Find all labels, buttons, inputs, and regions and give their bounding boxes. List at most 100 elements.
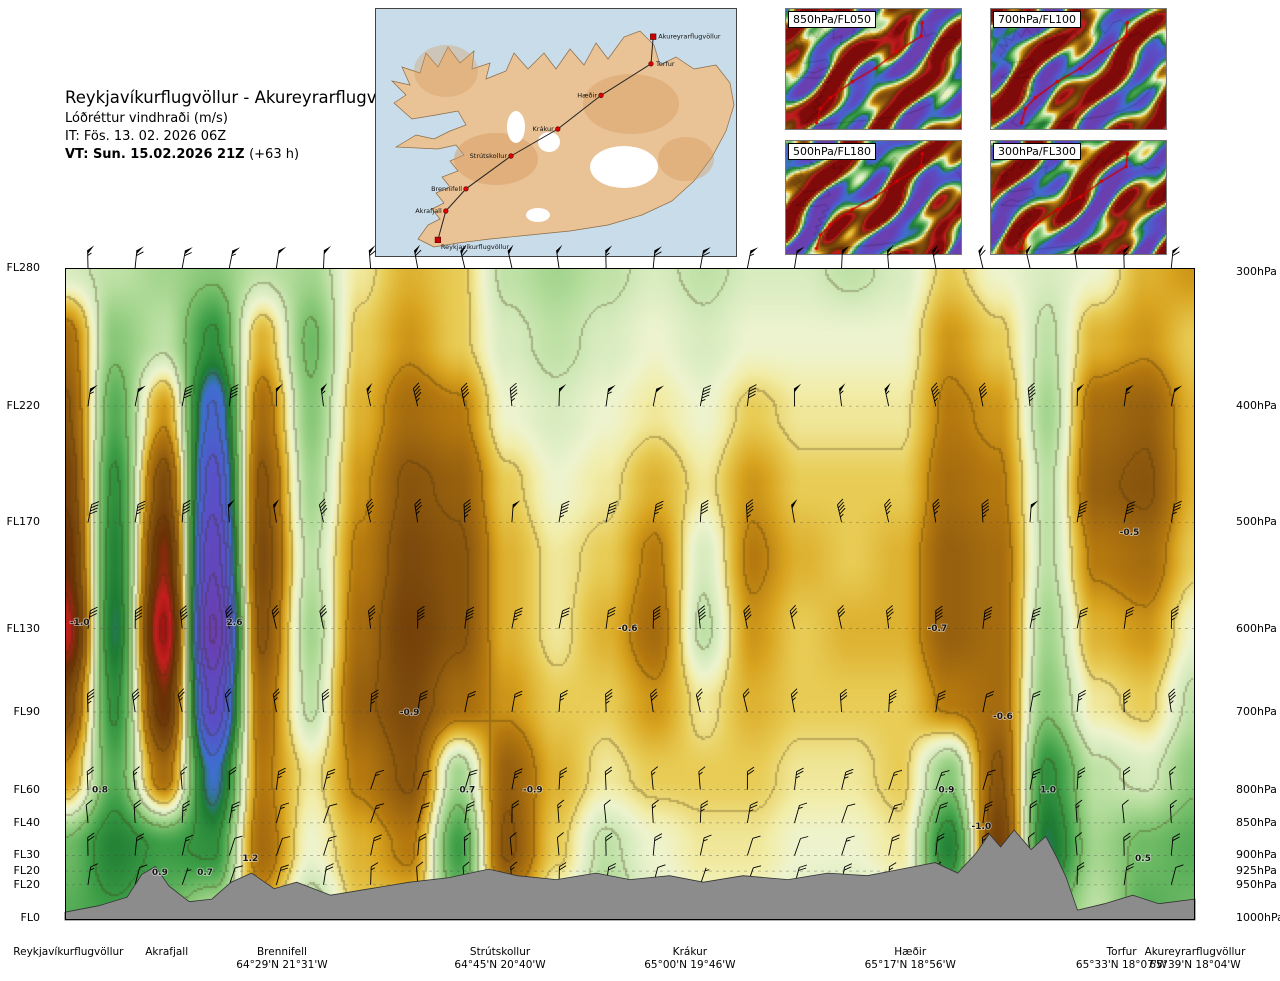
station-label: Reykjavíkurflugvöllur: [13, 946, 123, 959]
pressure-label: 900hPa: [1236, 848, 1277, 862]
flight-level-label: FL280: [6, 261, 40, 274]
map-panel-700hpa-canvas: [991, 9, 1166, 129]
map-panel-500hpa: 500hPa/FL180: [785, 140, 962, 255]
flight-level-label: FL220: [6, 399, 40, 413]
terrain-profile: [64, 829, 1196, 921]
station-name: Torfur: [1106, 946, 1137, 958]
flight-level-label: FL60: [13, 782, 40, 796]
contour-label: -0.9: [523, 786, 543, 796]
station-name: Akrafjall: [145, 946, 189, 958]
flight-level-label: FL90: [13, 705, 40, 718]
contour-label: -0.5: [1120, 528, 1140, 538]
pressure-gridlines: [65, 405, 1195, 886]
route-waypoint-marker: [443, 208, 449, 214]
contour-label: 0.8: [92, 786, 108, 796]
waypoint-label: Brennifell: [431, 185, 462, 193]
pressure-label: 925hPa: [1236, 864, 1277, 878]
page-subtitle: Lóðréttur vindhraði (m/s): [65, 111, 228, 126]
cross-section-overlay: -1.0 2.6 -0.6 -0.7 -0.5 -0.9 -0.6 0.8 0.7 -0.9 0.9…: [64, 244, 1196, 921]
waypoint-label: Strútskollur: [470, 152, 508, 160]
contour-label: -0.7: [928, 624, 948, 634]
title-block: Reykjavíkurflugvöllur - Akureyrarflugvöl…: [65, 88, 413, 162]
flight-level-label: FL170: [6, 515, 40, 529]
station-coords: 65°39'N 18°04'W: [1149, 959, 1241, 971]
pressure-label: 300hPa: [1236, 264, 1277, 278]
station-name: Krákur: [672, 946, 708, 958]
station-label: Akrafjall: [145, 946, 188, 959]
waypoint-label: Torfur: [655, 60, 675, 68]
station-coords: 65°33'N 18°07'W: [1075, 959, 1168, 971]
route-endpoint-marker: [650, 33, 657, 40]
flight-level-label: FL30: [13, 848, 40, 862]
pressure-label: 400hPa: [1236, 399, 1277, 413]
station-name: Akureyrarflugvöllur: [1144, 946, 1246, 958]
waypoint-label: Krákur: [533, 125, 555, 133]
route-overview-map: Reykjavíkurflugvöllur Akrafjall Brennifell…: [375, 8, 737, 257]
contour-label: -0.6: [618, 624, 638, 634]
station-label: Krákur 65°00'N 19°46'W: [644, 946, 735, 972]
map-panel-700hpa: 700hPa/FL100: [990, 8, 1167, 130]
station-label: Akureyrarflugvöllur 65°39'N 18°04'W: [1145, 946, 1246, 972]
flight-level-label: FL40: [13, 815, 40, 829]
contour-label: 1.2: [242, 854, 258, 864]
map-panel-300hpa: 300hPa/FL300: [990, 140, 1167, 255]
map-panel-850hpa-canvas: [786, 9, 961, 129]
map-panel-850hpa: 850hPa/FL050: [785, 8, 962, 130]
contour-label: -0.9: [400, 708, 420, 718]
pressure-label: 600hPa: [1236, 621, 1277, 635]
station-name: Brennifell: [256, 946, 307, 958]
route-waypoint-marker: [463, 186, 469, 192]
route-waypoint-marker: [648, 61, 654, 67]
station-label: Hæðir 65°17'N 18°56'W: [865, 946, 956, 972]
waypoint-label: Hæðir: [577, 91, 597, 99]
waypoint-label: Akureyrarflugvöllur: [658, 33, 721, 41]
station-name: Strútskollur: [469, 946, 531, 958]
route-line: [437, 36, 654, 241]
iceland-map: Reykjavíkurflugvöllur Akrafjall Brennifell…: [376, 9, 736, 256]
pressure-label: 800hPa: [1236, 782, 1277, 796]
contour-label: 0.7: [197, 868, 213, 878]
route-waypoint-marker: [508, 153, 514, 159]
glaciers: [507, 111, 658, 222]
station-coords: 64°45'N 20°40'W: [454, 959, 546, 971]
route-endpoint-marker: [434, 236, 441, 244]
valid-time: VT: Sun. 15.02.2026 21Z (+63 h): [65, 147, 413, 162]
panel-label-700: 700hPa/FL100: [993, 11, 1082, 28]
contour-label: -0.6: [993, 712, 1013, 722]
flight-level-label: FL0: [20, 911, 40, 925]
waypoint-label: Akrafjall: [415, 207, 442, 215]
panel-label-300: 300hPa/FL300: [993, 143, 1082, 160]
contour-label: 0.7: [459, 786, 475, 796]
panel-label-500: 500hPa/FL180: [788, 143, 877, 160]
chart-border: [65, 268, 1195, 920]
init-time: IT: Fös. 13. 02. 2026 06Z: [65, 129, 227, 144]
pressure-label: 950hPa: [1236, 877, 1277, 891]
waypoint-label: Reykjavíkurflugvöllur: [441, 243, 510, 251]
flight-level-label: FL20: [13, 864, 40, 878]
contour-label: 0.9: [152, 868, 168, 878]
valid-time-text: VT: Sun. 15.02.2026 21Z: [65, 147, 245, 162]
route-waypoint-marker: [598, 92, 604, 98]
station-coords: 64°29'N 21°31'W: [236, 959, 328, 971]
station-label: Torfur 65°33'N 18°07'W: [1076, 946, 1167, 972]
route-waypoint-marker: [555, 126, 561, 132]
station-label: Brennifell 64°29'N 21°31'W: [236, 946, 327, 972]
iceland-landmass: [390, 30, 735, 248]
contour-label: 1.0: [1040, 786, 1056, 796]
contour-label: -1.0: [972, 822, 992, 832]
valid-offset-text: (+63 h): [249, 147, 300, 162]
flight-level-label: FL130: [6, 621, 40, 635]
page-title: Reykjavíkurflugvöllur - Akureyrarflugvöl…: [65, 88, 413, 107]
contour-labels: -1.0 2.6 -0.6 -0.7 -0.5 -0.9 -0.6 0.8 0.7 -0.9 0.9…: [69, 527, 1152, 878]
contour-label: 0.9: [938, 786, 954, 796]
station-coords: 65°17'N 18°56'W: [864, 959, 956, 971]
station-coords: 65°00'N 19°46'W: [644, 959, 736, 971]
contour-label: 2.6: [227, 618, 243, 628]
wind-barbs: [85, 244, 1184, 885]
panel-label-850: 850hPa/FL050: [788, 11, 877, 28]
vertical-velocity-heatmap: [65, 268, 1195, 920]
pressure-label: 500hPa: [1236, 515, 1277, 529]
pressure-label: 700hPa: [1236, 705, 1277, 718]
pressure-label: 850hPa: [1236, 815, 1277, 829]
station-name: Reykjavíkurflugvöllur: [13, 946, 124, 958]
